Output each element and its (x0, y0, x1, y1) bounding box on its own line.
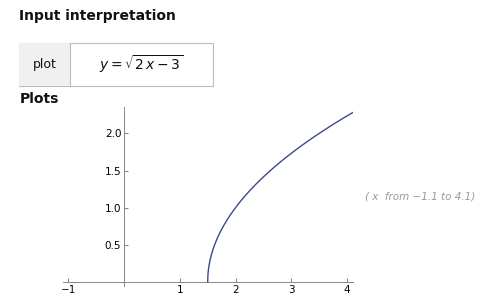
Text: Plots: Plots (19, 92, 59, 106)
Text: Input interpretation: Input interpretation (19, 9, 176, 23)
Text: plot: plot (33, 58, 57, 71)
Text: ( x  from −1.1 to 4.1): ( x from −1.1 to 4.1) (365, 192, 475, 201)
Text: $y = \sqrt{2\,x - 3}$: $y = \sqrt{2\,x - 3}$ (99, 53, 183, 76)
